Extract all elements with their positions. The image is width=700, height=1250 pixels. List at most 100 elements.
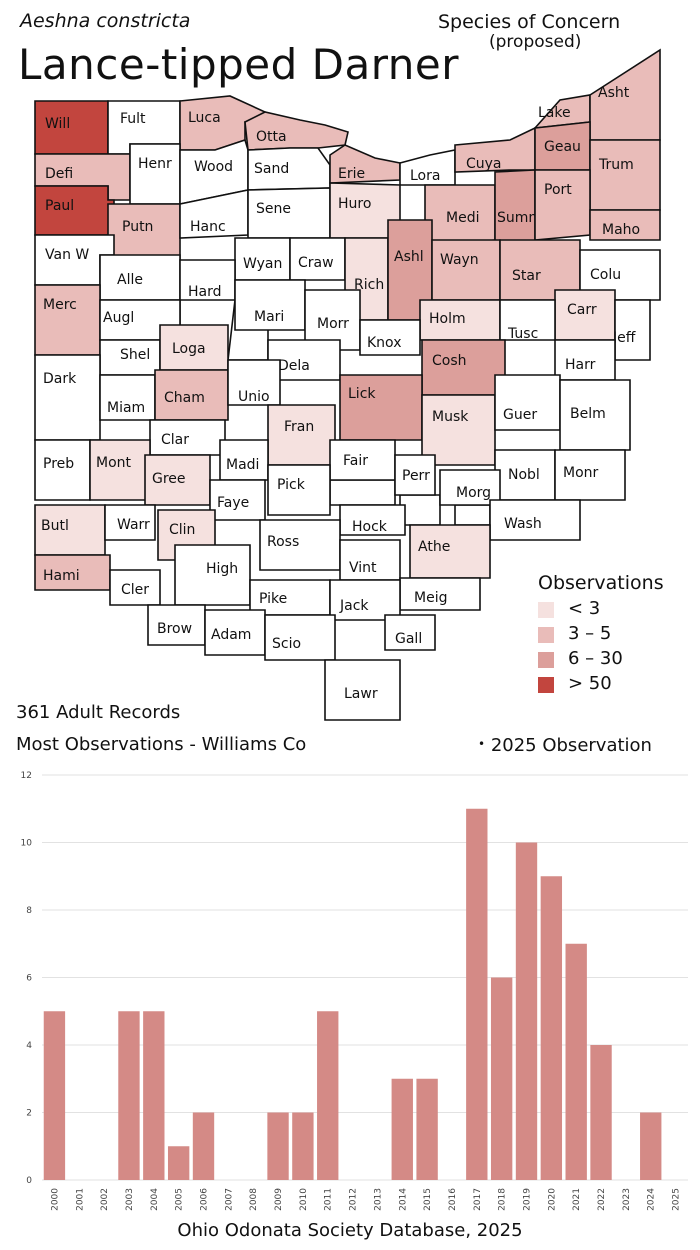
- legend-label: < 3: [568, 598, 601, 619]
- county-label: Cler: [121, 582, 149, 598]
- observation-2025-legend: • 2025 Observation: [478, 735, 652, 756]
- county-label: Musk: [432, 409, 469, 425]
- county: Lawr: [324, 659, 401, 721]
- county-label: Athe: [418, 539, 450, 555]
- county-label: Luca: [188, 110, 221, 126]
- county-label: Monr: [563, 465, 599, 481]
- x-tick-label: 2010: [299, 1188, 309, 1211]
- county-label: Henr: [138, 156, 172, 172]
- x-tick-label: 2019: [523, 1188, 533, 1211]
- county: Brow: [147, 604, 206, 646]
- county: Ross: [259, 519, 341, 571]
- county: Morg: [439, 469, 501, 506]
- county-shape: [267, 404, 336, 466]
- county: Fran: [267, 404, 336, 466]
- county: Cuya: [454, 126, 536, 173]
- county: Faye: [209, 479, 266, 521]
- legend-title: Observations: [538, 572, 664, 594]
- bar: [590, 1045, 612, 1180]
- county-label: Faye: [217, 495, 249, 511]
- county-shape: [339, 374, 423, 441]
- county: Shel: [99, 339, 161, 376]
- county-label: Wash: [504, 516, 542, 532]
- county-label: Will: [45, 116, 70, 132]
- county: Lake: [533, 94, 591, 130]
- x-tick-label: 2018: [498, 1188, 508, 1211]
- county: Harr: [554, 339, 616, 381]
- county-label: Colu: [590, 267, 621, 283]
- county-label: Clin: [169, 522, 195, 538]
- county-shape: [409, 524, 491, 579]
- x-tick-label: 2013: [373, 1188, 383, 1211]
- county: Henr: [129, 143, 181, 205]
- county-label: Hock: [352, 519, 388, 535]
- x-tick-label: 2016: [448, 1188, 458, 1211]
- county-label: Otta: [256, 129, 287, 145]
- x-tick-label: 2024: [647, 1188, 657, 1211]
- county: Cler: [109, 569, 161, 606]
- county-label: Lake: [538, 105, 571, 121]
- county: Holm: [419, 299, 501, 341]
- county: High: [174, 544, 251, 606]
- county: Star: [499, 239, 581, 301]
- x-tick-label: 2023: [622, 1188, 632, 1211]
- county-label: Huro: [338, 196, 371, 212]
- bar: [267, 1112, 289, 1180]
- county-shape: [534, 169, 591, 241]
- y-tick-label: 6: [26, 974, 32, 984]
- county: Cosh: [421, 339, 506, 396]
- county-label: Hanc: [190, 219, 226, 235]
- county: Perr: [394, 454, 436, 496]
- county-shape: [579, 249, 661, 301]
- conservation-status: Species of Concern: [438, 11, 621, 33]
- county: Wyan: [234, 237, 291, 281]
- county-label: Jack: [339, 598, 369, 614]
- x-tick-label: 2025: [672, 1188, 682, 1211]
- county: Sene: [247, 187, 331, 239]
- county-shape-filler: [454, 504, 491, 526]
- county-label: Lick: [348, 386, 376, 402]
- county-label: Morg: [456, 485, 491, 501]
- x-tick-label: 2020: [547, 1188, 557, 1211]
- bar: [466, 808, 488, 1180]
- y-tick-label: 8: [26, 906, 32, 916]
- county-shape-filler: [399, 494, 441, 526]
- county-label: Ashl: [394, 249, 424, 265]
- county: Loga: [159, 324, 229, 371]
- county: Carr: [554, 289, 616, 341]
- county-shape: [589, 139, 661, 211]
- county: Pick: [267, 464, 331, 516]
- county-label: Cosh: [432, 353, 467, 369]
- county: Craw: [289, 237, 346, 281]
- county-label: Scio: [272, 636, 301, 652]
- legend-swatch: [538, 627, 554, 643]
- county: Gree: [144, 454, 211, 506]
- county-label: Pike: [259, 591, 287, 607]
- county-label: Fult: [120, 111, 146, 127]
- county: Paul: [34, 185, 115, 236]
- county-shape: [154, 369, 229, 421]
- county: Mari: [234, 279, 306, 331]
- county-shape: [554, 449, 626, 501]
- county-label: Sene: [256, 201, 291, 217]
- county-label: Van W: [45, 247, 89, 263]
- county: Gall: [384, 614, 436, 651]
- county-label: Maho: [602, 222, 640, 238]
- county-label: Lora: [410, 168, 440, 184]
- county: Trum: [589, 139, 661, 211]
- county-label: Vint: [349, 560, 377, 576]
- county-shape: [431, 239, 501, 301]
- county-label: Loga: [172, 341, 206, 357]
- x-tick-label: 2002: [100, 1188, 110, 1211]
- x-tick-label: 2001: [75, 1188, 85, 1211]
- x-tick-label: 2012: [349, 1188, 359, 1211]
- x-tick-label: 2009: [274, 1188, 284, 1211]
- county: Unio: [227, 359, 281, 406]
- county-label: Star: [512, 268, 541, 284]
- county-label: Wood: [194, 159, 233, 175]
- county-label: Cuya: [466, 156, 502, 172]
- y-tick-label: 2: [26, 1109, 32, 1119]
- county: Hami: [34, 554, 111, 591]
- y-tick-label: 10: [21, 839, 33, 849]
- bar: [640, 1112, 662, 1180]
